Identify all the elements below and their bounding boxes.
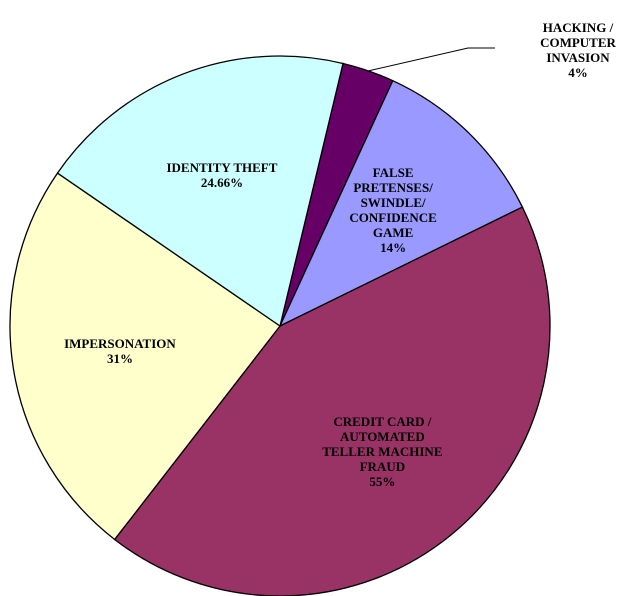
category-label: FALSE PRETENSES/ SWINDLE/ CONFIDENCE GAM… [349,165,437,241]
value-label: 31% [106,350,133,366]
value-label: 4% [568,65,588,80]
label-box: HACKING / COMPUTER INVASION 4% [518,0,636,110]
pie-slice [278,79,524,328]
leader-line [368,47,495,72]
label-box: CREDIT CARD / AUTOMATED TELLER MACHINE F… [297,392,467,512]
category-label: IMPERSONATION [64,335,176,351]
value-label: 55% [369,474,396,490]
pie-slice [56,55,344,328]
value-label: 14% [380,240,407,256]
label-box: FALSE PRETENSES/ SWINDLE/ CONFIDENCE GAM… [308,150,478,270]
value-label: 24.66% [200,174,244,190]
slice-label: CREDIT CARD / AUTOMATED TELLER MACHINE F… [297,392,467,512]
category-label: CREDIT CARD / AUTOMATED TELLER MACHINE F… [322,414,443,475]
label-box: IDENTITY THEFT 24.66% [137,115,307,235]
slice-label: FALSE PRETENSES/ SWINDLE/ CONFIDENCE GAM… [308,150,478,270]
label-box: IMPERSONATION 31% [35,291,205,411]
category-label: HACKING / COMPUTER INVASION [540,20,616,65]
pie-slice [9,172,281,541]
pie-slice [113,206,551,596]
category-label: IDENTITY THEFT [166,159,278,175]
